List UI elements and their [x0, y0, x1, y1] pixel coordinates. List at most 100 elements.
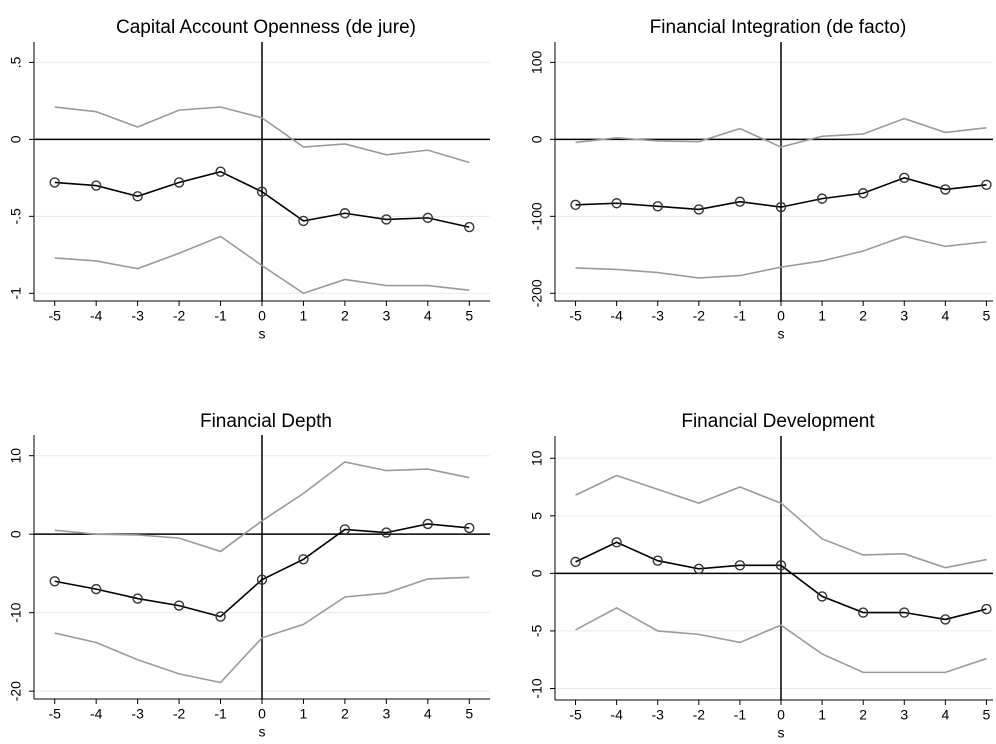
x-tick-label: -1 [734, 308, 747, 324]
x-tick-label: -3 [131, 308, 144, 324]
x-axis-label: s [259, 724, 266, 740]
x-tick-label: -1 [734, 707, 747, 723]
x-tick-label: 4 [424, 308, 432, 324]
x-tick-label: -3 [131, 706, 144, 722]
x-tick-label: 3 [382, 706, 390, 722]
x-tick-label: -3 [652, 707, 665, 723]
x-tick-label: -5 [569, 707, 582, 723]
data-point [173, 177, 185, 188]
data-point [857, 607, 869, 618]
y-tick-label: 0 [529, 569, 545, 577]
data-point [981, 603, 992, 615]
data-point [464, 221, 475, 233]
x-axis-label: s [778, 725, 785, 741]
x-tick-label: 4 [941, 707, 949, 723]
data-point [857, 188, 869, 199]
data-point [899, 172, 910, 184]
x-tick-label: 0 [777, 308, 785, 324]
x-tick-label: -2 [173, 706, 186, 722]
y-tick-label: .5 [8, 56, 24, 68]
series-line [575, 541, 987, 621]
x-tick-label: -5 [569, 308, 582, 324]
series-line [54, 523, 470, 618]
x-tick-label: -1 [214, 308, 227, 324]
x-tick-label: 3 [382, 308, 390, 324]
x-tick-label: 1 [300, 706, 308, 722]
y-tick-label: -1 [8, 287, 24, 300]
series-line [54, 106, 470, 164]
y-tick-label: 10 [529, 450, 545, 466]
x-tick-label: 2 [859, 707, 867, 723]
data-point [298, 554, 309, 565]
y-tick-label: 100 [529, 51, 545, 75]
y-tick-label: -100 [529, 202, 545, 230]
data-point [816, 193, 828, 204]
x-tick-label: 4 [424, 706, 432, 722]
y-tick-label: -200 [529, 279, 545, 307]
x-tick-label: 2 [341, 706, 349, 722]
x-tick-label: 5 [465, 706, 473, 722]
data-point [464, 522, 475, 534]
series-line [54, 576, 470, 684]
data-point [49, 576, 60, 587]
data-point [339, 208, 351, 219]
x-tick-label: 4 [941, 308, 949, 324]
data-point [90, 180, 102, 191]
series-line [54, 235, 470, 295]
data-point [570, 556, 581, 568]
x-tick-label: -2 [173, 308, 186, 324]
data-point [816, 591, 828, 602]
x-tick-label: 1 [818, 707, 826, 723]
data-point [611, 537, 622, 548]
data-point [381, 214, 392, 225]
y-tick-label: 10 [8, 448, 24, 464]
series-line [575, 474, 987, 569]
x-tick-label: 1 [818, 308, 826, 324]
chart-title: Capital Account Openness (de jure) [116, 17, 416, 38]
x-tick-label: 5 [983, 308, 991, 324]
y-tick-label: -5 [529, 624, 545, 637]
data-point [173, 600, 185, 611]
x-tick-label: 2 [341, 308, 349, 324]
x-tick-label: 3 [900, 308, 908, 324]
y-tick-label: -10 [8, 602, 24, 622]
data-point [693, 563, 705, 574]
data-point [215, 166, 226, 177]
series-line [575, 177, 987, 211]
data-point [652, 555, 663, 566]
data-point [256, 574, 268, 585]
x-tick-label: -2 [693, 308, 706, 324]
data-point [132, 191, 143, 202]
x-tick-label: 2 [859, 308, 867, 324]
x-tick-label: -5 [49, 308, 62, 324]
x-tick-label: -3 [652, 308, 665, 324]
data-point [298, 215, 309, 227]
x-tick-label: -4 [90, 308, 103, 324]
x-tick-label: 0 [258, 308, 266, 324]
x-tick-label: 0 [258, 706, 266, 722]
data-point [90, 583, 102, 595]
x-tick-label: -2 [693, 707, 706, 723]
x-tick-label: -1 [214, 706, 227, 722]
series-line [575, 235, 987, 279]
series-line [54, 461, 470, 553]
x-axis-label: s [259, 326, 266, 342]
x-tick-label: 5 [983, 707, 991, 723]
x-tick-label: -4 [610, 308, 623, 324]
y-tick-label: 5 [529, 512, 545, 520]
x-tick-label: 1 [300, 308, 308, 324]
data-point [570, 199, 581, 210]
y-tick-label: 0 [8, 135, 24, 143]
data-point [132, 593, 143, 604]
x-tick-label: 5 [465, 308, 473, 324]
data-point [339, 524, 351, 535]
data-point [611, 198, 622, 209]
x-tick-label: -4 [90, 706, 103, 722]
chart-title: Financial Depth [200, 411, 332, 432]
y-tick-label: -.5 [8, 208, 24, 225]
series-line [575, 117, 987, 148]
data-point [215, 611, 226, 622]
y-tick-label: -10 [529, 678, 545, 698]
chart-title: Financial Integration (de facto) [650, 17, 907, 38]
